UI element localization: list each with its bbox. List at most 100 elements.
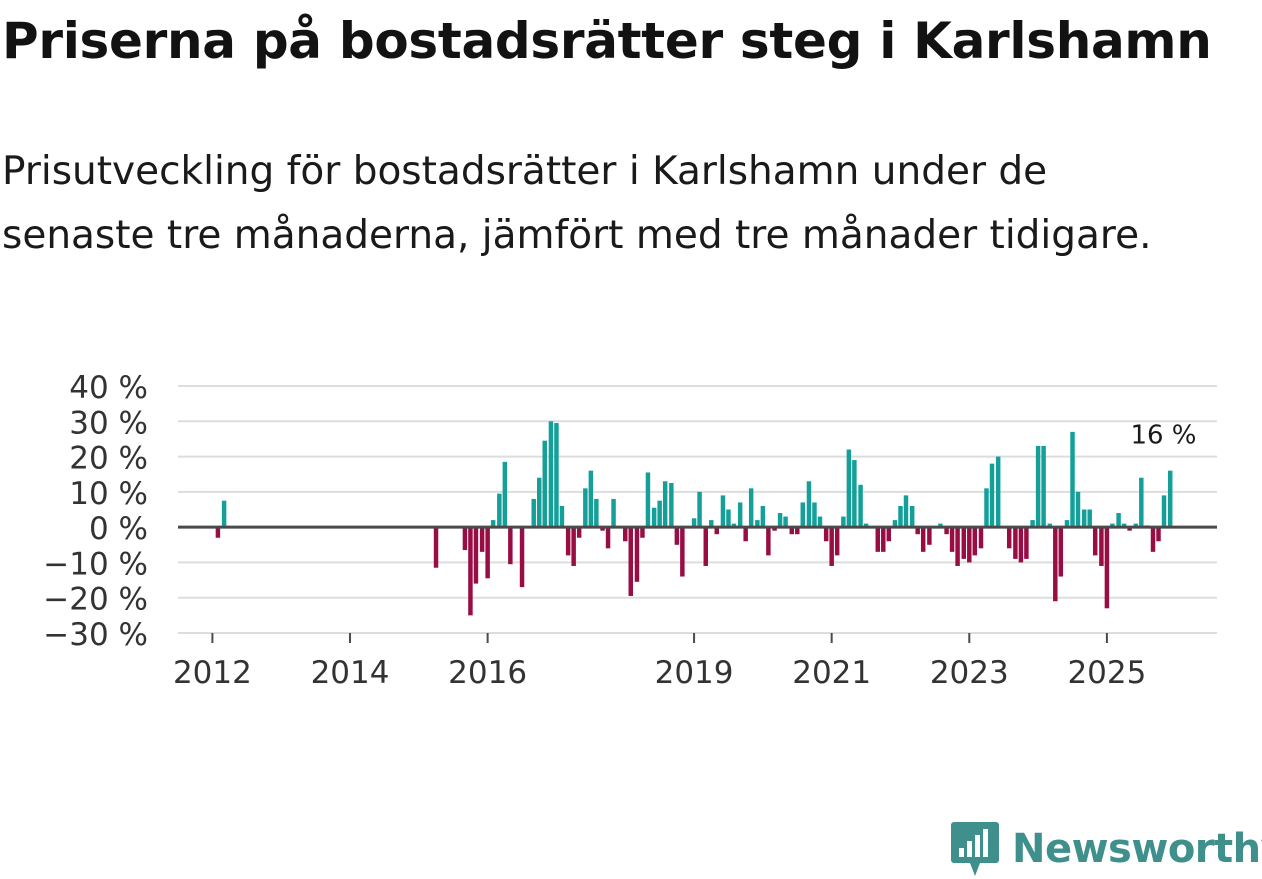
- bar: [485, 527, 490, 579]
- bar: [1161, 495, 1167, 528]
- bar: [548, 421, 554, 528]
- bar: [920, 527, 926, 552]
- bar: [777, 513, 783, 528]
- y-tick-label: 40 %: [69, 370, 148, 406]
- x-tick-label: 2023: [930, 655, 1009, 691]
- bar: [462, 527, 468, 551]
- bar: [1053, 527, 1058, 602]
- y-tick-label: 20 %: [69, 441, 148, 477]
- bar: [1030, 520, 1035, 528]
- bar: [611, 498, 616, 528]
- y-tick-label: 10 %: [69, 476, 148, 512]
- bar: [955, 527, 960, 566]
- bar: [806, 481, 812, 528]
- bar: [915, 527, 920, 535]
- bar: [1087, 509, 1092, 528]
- bar: [823, 527, 829, 542]
- bar: [605, 527, 611, 549]
- bar: [215, 527, 221, 538]
- bar: [755, 520, 760, 528]
- bar: [554, 423, 559, 528]
- bar: [1075, 491, 1081, 528]
- bar: [984, 488, 989, 528]
- bar: [789, 527, 795, 535]
- y-tick-label: 0 %: [89, 511, 148, 547]
- bar: [927, 527, 932, 545]
- bar: [875, 527, 881, 552]
- bar: [846, 449, 852, 528]
- bar: [1167, 470, 1173, 528]
- bar: [841, 516, 846, 528]
- bar: [766, 527, 771, 556]
- bar: [989, 463, 995, 528]
- bar: [1006, 527, 1012, 549]
- y-tick-label: −30 %: [43, 617, 148, 653]
- bar: [760, 505, 766, 528]
- bar: [1110, 523, 1115, 528]
- bar: [1041, 445, 1046, 528]
- bar: [863, 523, 869, 528]
- bar: [726, 509, 731, 528]
- bar: [1070, 431, 1075, 528]
- bar: [812, 502, 817, 528]
- bar: [1035, 445, 1041, 528]
- bar: [1018, 527, 1024, 563]
- last-value-annotation: 16 %: [1130, 421, 1196, 451]
- bar: [1047, 523, 1053, 528]
- bar: [537, 477, 542, 528]
- bar: [662, 481, 668, 528]
- bar: [944, 527, 949, 535]
- x-tick-label: 2025: [1067, 655, 1146, 691]
- bar: [720, 495, 726, 528]
- bar: [731, 523, 737, 528]
- bar: [490, 520, 496, 528]
- bar: [588, 470, 594, 528]
- page-title: Priserna på bostadsrätter steg i Karlsha…: [2, 12, 1212, 70]
- bar: [600, 527, 605, 531]
- bar: [858, 484, 863, 528]
- y-tick-label: 30 %: [69, 405, 148, 441]
- bar: [583, 488, 588, 528]
- bar: [645, 472, 651, 528]
- bar: [1099, 527, 1104, 566]
- bar: [519, 527, 525, 588]
- bar: [468, 527, 473, 616]
- bar: [1116, 513, 1121, 528]
- bar: [1139, 477, 1144, 528]
- bar: [657, 500, 662, 528]
- bar: [903, 495, 909, 528]
- bar: [743, 527, 748, 542]
- bar: [473, 527, 479, 584]
- bar-chart: −30 %−20 %−10 %0 %10 %20 %30 %40 % 2012 20…: [43, 370, 1217, 691]
- bar: [542, 440, 547, 528]
- x-tick-label: 2012: [173, 655, 252, 691]
- bar: [892, 520, 898, 528]
- bar: [909, 505, 915, 528]
- newsworthy-logo-icon: [951, 822, 999, 876]
- bar: [502, 461, 508, 528]
- bar: [795, 527, 800, 535]
- bar: [221, 500, 227, 528]
- bar: [669, 483, 674, 528]
- bar: [703, 527, 708, 566]
- x-tick-label: 2016: [448, 655, 527, 691]
- bar: [800, 502, 806, 528]
- bar: [594, 498, 599, 528]
- bar: [697, 491, 702, 528]
- bar: [531, 498, 536, 528]
- bar: [1013, 527, 1018, 559]
- bar: [1127, 527, 1132, 531]
- bar: [571, 527, 576, 566]
- bar: [961, 527, 967, 559]
- x-tick-label: 2019: [655, 655, 734, 691]
- bar: [628, 527, 633, 596]
- bar: [576, 527, 582, 538]
- bar: [565, 527, 571, 556]
- bar: [737, 502, 743, 528]
- bar: [674, 527, 680, 545]
- bar: [559, 505, 565, 528]
- bar: [772, 527, 777, 531]
- bar: [972, 527, 978, 556]
- bar: [714, 527, 720, 535]
- bar: [433, 527, 439, 568]
